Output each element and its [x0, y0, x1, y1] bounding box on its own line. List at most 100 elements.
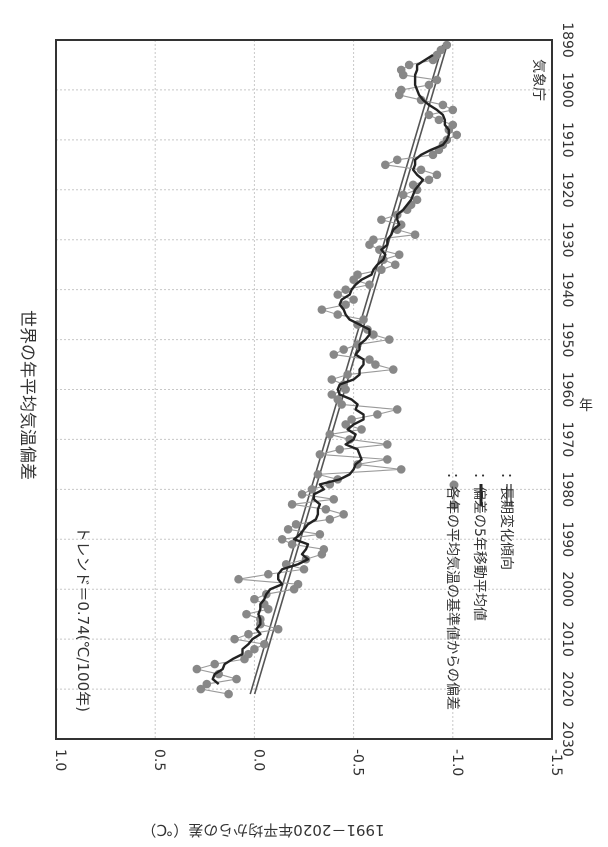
annual-point-1981: [297, 490, 307, 499]
annual-point-1935: [390, 260, 400, 269]
annual-point-1938: [349, 275, 358, 284]
annual-point-2002: [250, 594, 259, 604]
annual-point-1955: [371, 360, 380, 369]
annual-point-1946: [359, 315, 368, 324]
annual-point-1904: [448, 105, 458, 115]
legend: ：各年の平均気温の基準値からの偏差 ：偏差の5年移動平均値 ：長期変化傾向: [444, 472, 515, 710]
annual-point-1903: [438, 100, 448, 110]
annual-point-1944: [317, 305, 327, 314]
annual-point-1969: [325, 430, 335, 439]
annual-point-2016: [192, 664, 202, 674]
annual-point-1914: [392, 155, 402, 165]
annual-point-1998: [234, 574, 243, 584]
legend-label-trend: ：長期変化傾向: [498, 472, 515, 570]
x-tick-label-1960: 1960: [559, 372, 575, 408]
annual-point-1913: [428, 150, 438, 160]
annual-series: [192, 40, 462, 699]
annual-point-1956: [388, 365, 398, 374]
annual-point-2010: [230, 634, 239, 644]
annual-point-1964: [392, 405, 402, 414]
chart-title: 世界の年平均気温偏差: [17, 310, 37, 480]
trend-lines: [249, 44, 448, 695]
annual-point-1926: [377, 215, 386, 225]
annual-point-1895: [404, 60, 414, 70]
annual-point-2008: [273, 624, 283, 634]
x-tick-label-2030: 2030: [559, 721, 575, 757]
annual-point-1931: [365, 240, 374, 250]
annual-point-2019: [202, 679, 212, 689]
moving-average-line: [211, 53, 451, 685]
trend-line-2: [253, 44, 448, 695]
grid-lines: [56, 40, 552, 739]
x-tick-label-1910: 1910: [559, 122, 575, 158]
annual-point-1898: [432, 75, 442, 85]
annual-point-1921: [398, 190, 408, 200]
annual-point-1960: [341, 385, 350, 394]
annual-point-1973: [315, 450, 325, 459]
annual-point-1936: [377, 265, 386, 274]
plot-frame: [55, 39, 553, 740]
annual-point-2004: [263, 604, 273, 614]
annual-point-1976: [396, 465, 406, 474]
annual-point-1943: [341, 300, 350, 309]
annual-point-2011: [260, 639, 269, 649]
annual-point-1993: [317, 549, 327, 559]
annual-point-1909: [452, 130, 462, 140]
y-tick-label-4: -1.0: [449, 749, 465, 776]
annual-point-2021: [224, 689, 233, 699]
annual-point-1967: [341, 420, 350, 429]
y-tick-label-2: 0.0: [250, 749, 266, 771]
annual-point-1950: [385, 335, 394, 344]
annual-point-1929: [410, 230, 420, 240]
annual-point-1915: [381, 160, 390, 170]
annual-point-1939: [365, 280, 374, 289]
annual-point-1997: [263, 569, 273, 579]
annual-point-1987: [291, 520, 301, 529]
annual-point-2005: [242, 609, 251, 619]
annual-point-1901: [394, 90, 404, 100]
annual-point-1961: [327, 390, 337, 399]
x-tick-label-2020: 2020: [559, 671, 575, 707]
y-tick-labels: 1.0 0.5 0.0 -0.5 -1.0 -1.5: [52, 749, 564, 776]
y-axis-label: 1991－2020年平均からの差（℃）: [141, 821, 384, 839]
annual-point-1933: [394, 250, 404, 259]
annual-point-1906: [434, 115, 444, 125]
y-tick-label-1: 0.5: [151, 749, 167, 771]
annual-point-2015: [210, 659, 220, 669]
x-tick-label-1980: 1980: [559, 472, 575, 508]
legend-dot-symbol-b: [449, 500, 459, 510]
annual-point-1891: [442, 40, 452, 50]
annual-point-1897: [398, 70, 408, 80]
annual-point-1916: [416, 165, 426, 175]
annual-point-1991: [287, 539, 297, 549]
annual-point-1985: [339, 510, 348, 519]
annual-point-1953: [329, 350, 339, 359]
x-axis-label: 年: [579, 398, 593, 414]
y-tick-label-5: -1.5: [548, 749, 564, 776]
annual-point-1965: [373, 410, 382, 419]
annual-point-1977: [313, 470, 323, 479]
x-tick-label-2010: 2010: [559, 621, 575, 657]
x-tick-label-1990: 1990: [559, 521, 575, 557]
annual-point-1949: [369, 330, 378, 339]
annual-point-1940: [341, 285, 350, 294]
annual-point-1902: [416, 95, 426, 105]
annual-point-1966: [347, 415, 356, 424]
annual-point-1922: [412, 195, 422, 205]
annual-point-1899: [424, 80, 434, 90]
annual-point-2020: [196, 684, 206, 694]
annual-point-1996: [299, 564, 309, 574]
annual-point-1945: [333, 310, 343, 319]
y-tick-label-0: 1.0: [52, 749, 68, 771]
x-tick-label-1890: 1890: [559, 22, 575, 58]
x-tick-label-2000: 2000: [559, 571, 575, 607]
annual-point-1989: [315, 529, 325, 539]
annual-point-1932: [375, 245, 384, 254]
annual-point-1954: [365, 355, 374, 364]
x-tick-label-1940: 1940: [559, 272, 575, 308]
annual-point-1905: [424, 110, 434, 120]
annual-point-1986: [325, 515, 335, 524]
annual-point-2014: [240, 654, 249, 664]
annual-point-1984: [321, 505, 331, 514]
